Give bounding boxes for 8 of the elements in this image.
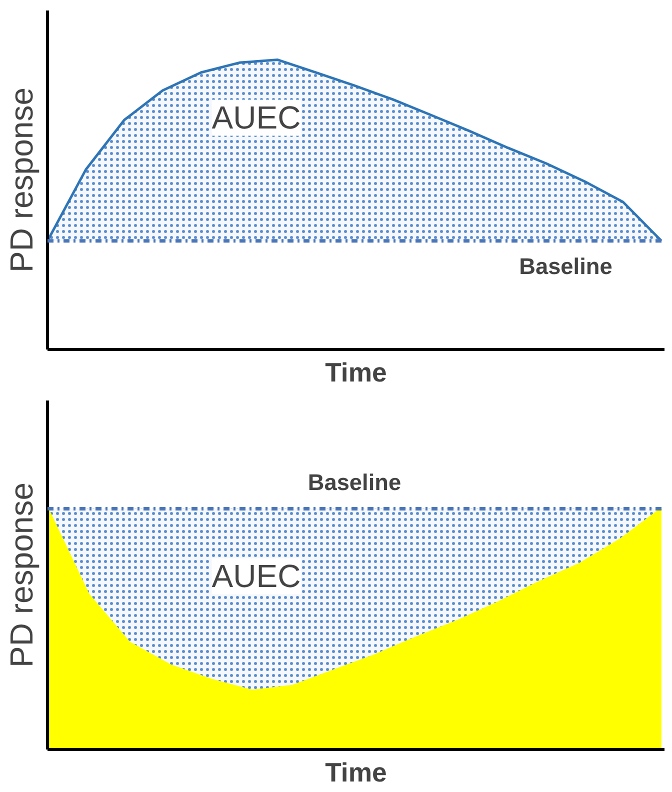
annotation: AUEC (212, 100, 301, 136)
x-axis-title: Time (325, 758, 387, 788)
y-axis-title: PD response (4, 88, 40, 272)
x-axis-title: Time (325, 358, 387, 388)
ref-line-label: Baseline (519, 252, 612, 279)
y-axis-title: PD response (4, 482, 40, 668)
annotation: AUEC (212, 558, 301, 594)
ref-line-label: Baseline (308, 468, 402, 495)
